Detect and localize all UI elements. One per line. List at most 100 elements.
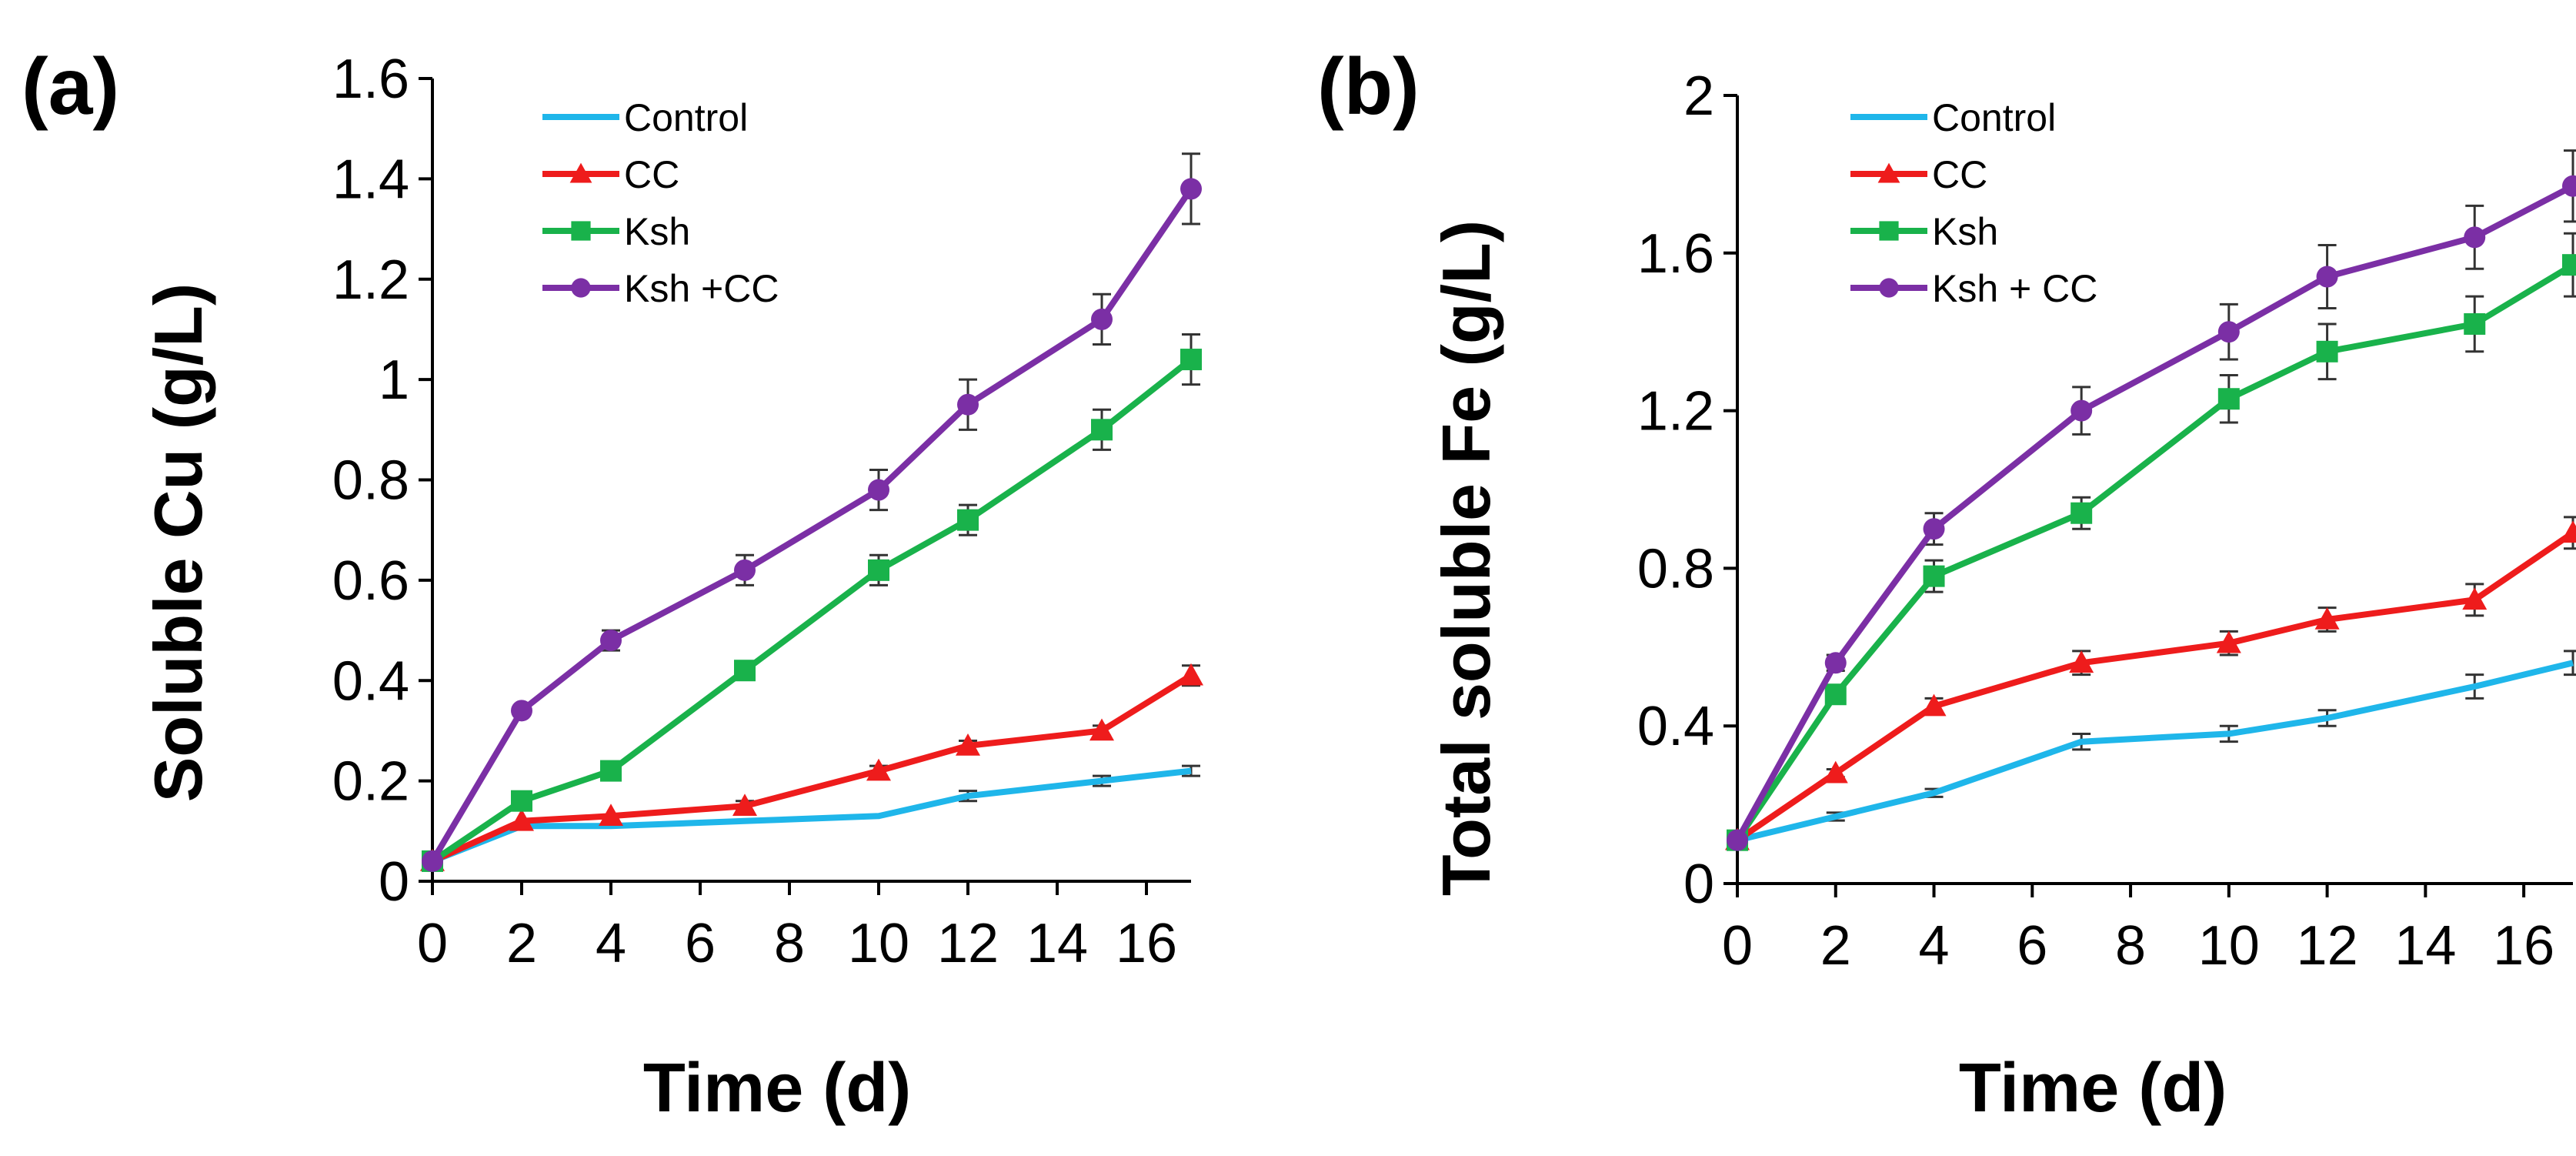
panel-b-legend-marker-ksh-cc (1879, 278, 1899, 298)
panel-b-x-tick-label: 6 (2017, 915, 2047, 977)
panel-a-y-axis-title: Soluble Cu (g/L) (140, 283, 216, 803)
panel-b-legend-item-cc: CC (1850, 153, 1987, 196)
panel-b-y-axis-title: Total soluble Fe (g/L) (1428, 220, 1504, 896)
panel-a-y-tick-label: 0.4 (332, 650, 409, 712)
panel-a-point-cc (599, 804, 623, 827)
panel-b-point-ksh (1923, 565, 1945, 587)
panel-b-point-ksh (1824, 683, 1847, 706)
panel-a-point-cc (866, 758, 891, 781)
panel-a-point-cc (509, 808, 534, 831)
panel-a-y-tick-label: 1.4 (332, 149, 409, 210)
panel-b-line-cc (1735, 530, 2575, 844)
panel-b-x-tick-label: 16 (2493, 915, 2554, 977)
panel-a-point-cc (1179, 663, 1203, 686)
panel-b-point-ksh-cc (2562, 175, 2576, 197)
panel-a-x-tick-label: 0 (417, 913, 448, 974)
panel-a-point-ksh-cc (422, 850, 443, 872)
panel-b-point-ksh (2562, 254, 2576, 276)
panel-a-x-tick-label: 2 (506, 913, 537, 974)
panel-b-point-cc (2462, 587, 2488, 610)
panel-a-x-axis-title: Time (d) (643, 1050, 911, 1127)
panel-a-legend-label-control: Control (624, 96, 748, 139)
panel-a-legend-item-ksh: Ksh (542, 210, 690, 253)
panel-a-legend: Control CC Ksh Ksh +CC (542, 96, 779, 310)
panel-a-point-cc (1089, 718, 1114, 741)
panel-b-legend-label-control: Control (1932, 96, 2056, 139)
panel-a-line-control (431, 767, 1192, 864)
panel-a-line-ksh-cc (429, 187, 1194, 863)
panel-a-point-ksh-cc (868, 479, 889, 501)
panel-a-point-ksh (600, 760, 622, 782)
panel-b-label: (b) (1317, 42, 1420, 132)
panel-b-y-tick-label: 1.6 (1637, 223, 1714, 285)
panel-a-x-tick-label: 8 (774, 913, 805, 974)
panel-b-x-tick-label: 12 (2297, 915, 2358, 977)
panel-b-x-tick-label: 0 (1722, 915, 1753, 977)
panel-a-chart: (a) Soluble Cu (g/L) Time (d) 0 0.2 0.4 0.6… (22, 42, 1203, 1127)
panel-a-y-tick-label: 0 (379, 851, 409, 913)
panel-b-point-cc (2561, 520, 2576, 543)
panel-a-legend-label-ksh-cc: Ksh +CC (624, 267, 779, 310)
panel-b-legend-marker-ksh (1879, 221, 1899, 241)
panel-b-series-cc (1725, 516, 2576, 850)
panel-a-point-ksh-cc (511, 700, 532, 722)
panel-a-x-tick-label: 14 (1026, 913, 1088, 974)
panel-a-series-layer (420, 152, 1203, 872)
panel-a-label: (a) (22, 42, 119, 132)
panel-a-axes: 00.20.40.60.811.21.41.60 2 4 6 8 10 12 14 16 (332, 48, 1191, 974)
panel-b-line-control (1737, 660, 2574, 844)
panel-a-point-ksh (1091, 419, 1113, 441)
panel-b-axes: 0 0.4 0.8 1.2 1.6 2 0 2 4 6 8 10 12 14 16 (1637, 65, 2573, 977)
panel-b-point-cc (2314, 606, 2340, 630)
panel-a-x-tick-label: 10 (848, 913, 909, 974)
panel-b-x-tick-label: 2 (1820, 915, 1851, 977)
panel-a-y-tick-label: 0.8 (332, 450, 409, 512)
panel-a-point-ksh (511, 790, 532, 812)
panel-a-legend-item-cc: CC (542, 153, 679, 196)
panel-b-point-ksh-cc (2217, 321, 2240, 343)
panel-a-legend-marker-cc (569, 162, 592, 183)
panel-b-point-ksh (2070, 502, 2093, 524)
panel-a-x-tick-label: 12 (937, 913, 999, 974)
panel-b-line-ksh-cc (1734, 183, 2574, 842)
panel-b-line-ksh (1734, 262, 2575, 842)
panel-b-chart: (b) Total soluble Fe (g/L) Time (d) 0 0.4… (1317, 42, 2576, 1127)
panel-b-legend-item-ksh-cc: Ksh + CC (1850, 267, 2097, 310)
panel-a-point-ksh-cc (957, 393, 979, 416)
panel-b-point-ksh-cc (2316, 266, 2338, 288)
panel-a-y-tick-label: 1 (379, 349, 409, 411)
panel-b-point-cc (1921, 693, 1947, 717)
panel-a-series-control (431, 764, 1200, 864)
panel-a-point-ksh (734, 660, 756, 682)
panel-a-point-ksh-cc (600, 630, 622, 652)
panel-a-x-tick-label: 16 (1116, 913, 1177, 974)
panel-b-y-tick-label: 0.4 (1637, 696, 1714, 757)
panel-b-series-layer (1725, 149, 2576, 851)
panel-a-point-ksh (957, 509, 979, 531)
panel-b-legend-item-control: Control (1850, 96, 2056, 139)
panel-b-point-cc (1823, 760, 1848, 783)
panel-a-legend-marker-ksh-cc (571, 278, 591, 298)
panel-b-point-ksh-cc (2070, 399, 2093, 422)
panel-a-x-tick-label: 4 (596, 913, 626, 974)
panel-b-x-tick-label: 10 (2198, 915, 2260, 977)
panel-b-point-ksh-cc (1923, 518, 1945, 540)
panel-b-point-ksh (2217, 388, 2240, 410)
panel-a-legend-item-control: Control (542, 96, 748, 139)
panel-b-legend: Control CC Ksh Ksh + CC (1850, 96, 2097, 310)
panel-b-series-control (1737, 650, 2576, 844)
panel-a-y-tick-label: 0.2 (332, 751, 409, 813)
panel-b-legend-label-cc: CC (1932, 153, 1987, 196)
panel-a-line-ksh (430, 356, 1193, 864)
panel-b-x-tick-label: 4 (1919, 915, 1950, 977)
panel-b-point-ksh-cc (1727, 829, 1748, 851)
panel-b-point-ksh-cc (2464, 226, 2486, 249)
panel-b-x-axis-title: Time (d) (1959, 1050, 2227, 1127)
panel-a-y-tick-label: 1.6 (332, 48, 409, 110)
panel-b-point-cc (2069, 650, 2094, 673)
panel-b-legend-label-ksh-cc: Ksh + CC (1932, 267, 2097, 310)
panel-b-legend-marker-cc (1877, 162, 1900, 183)
panel-b-point-ksh (2316, 340, 2338, 363)
panel-b-point-ksh (2464, 312, 2486, 335)
